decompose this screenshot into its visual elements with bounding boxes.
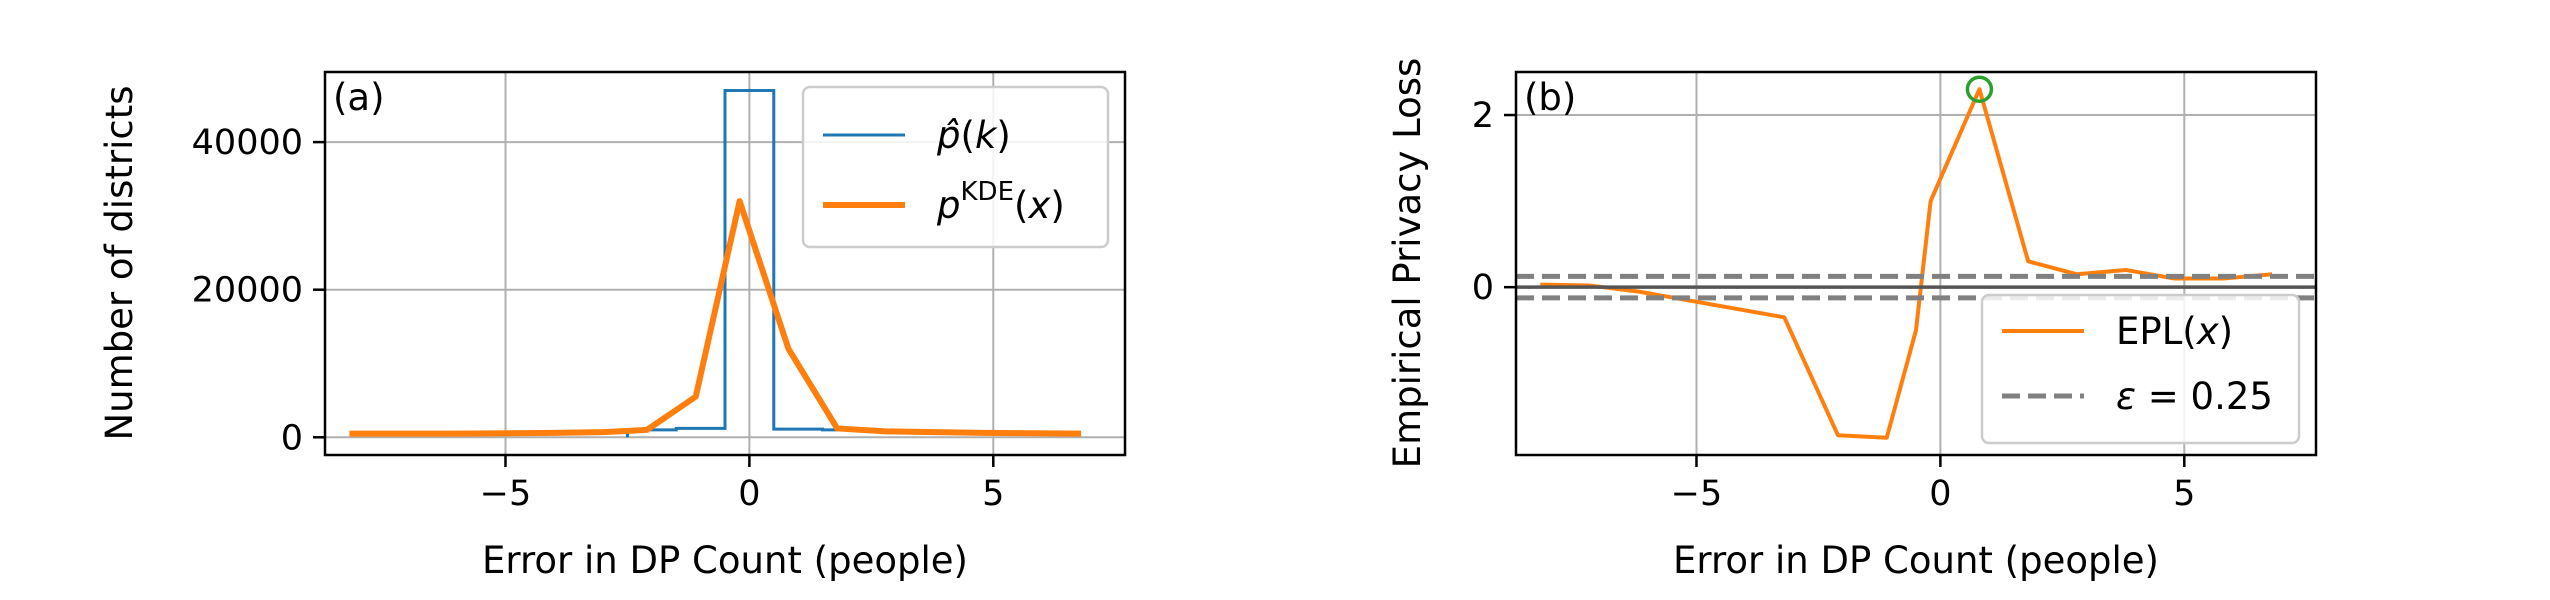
legend-label-pkde: pKDE(x) [936,177,1065,227]
panel-a-xtick-label: −5 [480,474,532,514]
panel-b-ticks: −5 0 5 0 2 [1472,96,2196,514]
panel-b-frame [1514,70,2318,457]
panel-a-ytick-label: 0 [281,418,303,458]
panel-a-tag: (a) [333,76,385,119]
panel-a-ytick-label: 40000 [192,123,303,163]
panel-a-ytick-label: 20000 [192,271,303,311]
panel-b-xtick-label: −5 [1671,474,1723,514]
panel-b-max-marker [1965,75,1994,103]
panel-a-series-0-step [625,88,873,438]
panel-a-ticks: −5 0 5 0 20000 40000 [192,123,1005,514]
panel-a-legend: p̂(k) pKDE(x) [801,85,1110,249]
legend-label-phat: p̂(k) [936,114,1011,157]
panel-b-legend: EPL(x) ε = 0.25 [1980,293,2301,445]
panel-b-ytick-label: 2 [1472,96,1494,136]
panel-a-series-1-line [349,198,1082,437]
panel-b: −5 0 5 0 2 (b) Error in DP Count (people) Em… [1386,58,2318,582]
panel-a-xlabel: Error in DP Count (people) [482,539,968,582]
panel-a-frame [323,70,1127,457]
legend-label-epsilon: ε = 0.25 [2116,375,2273,418]
panel-a-series [349,88,1082,438]
panel-b-xtick-label: 0 [1929,474,1951,514]
panel-b-series-0-line [1540,87,2273,440]
panel-a: −5 0 5 0 20000 40000 (a) Error in DP Count (p… [98,70,1127,582]
panel-a-ylabel: Number of districts [98,86,141,441]
panel-b-ytick-label: 0 [1472,268,1494,308]
panel-b-xtick-label: 5 [2173,474,2195,514]
panel-b-xlabel: Error in DP Count (people) [1673,539,2159,582]
panel-b-ylabel: Empirical Privacy Loss [1386,58,1429,469]
panel-b-tag: (b) [1524,76,1576,119]
panel-a-xtick-label: 0 [738,474,760,514]
panel-a-xtick-label: 5 [982,474,1004,514]
legend-label-epl: EPL(x) [2116,310,2233,353]
